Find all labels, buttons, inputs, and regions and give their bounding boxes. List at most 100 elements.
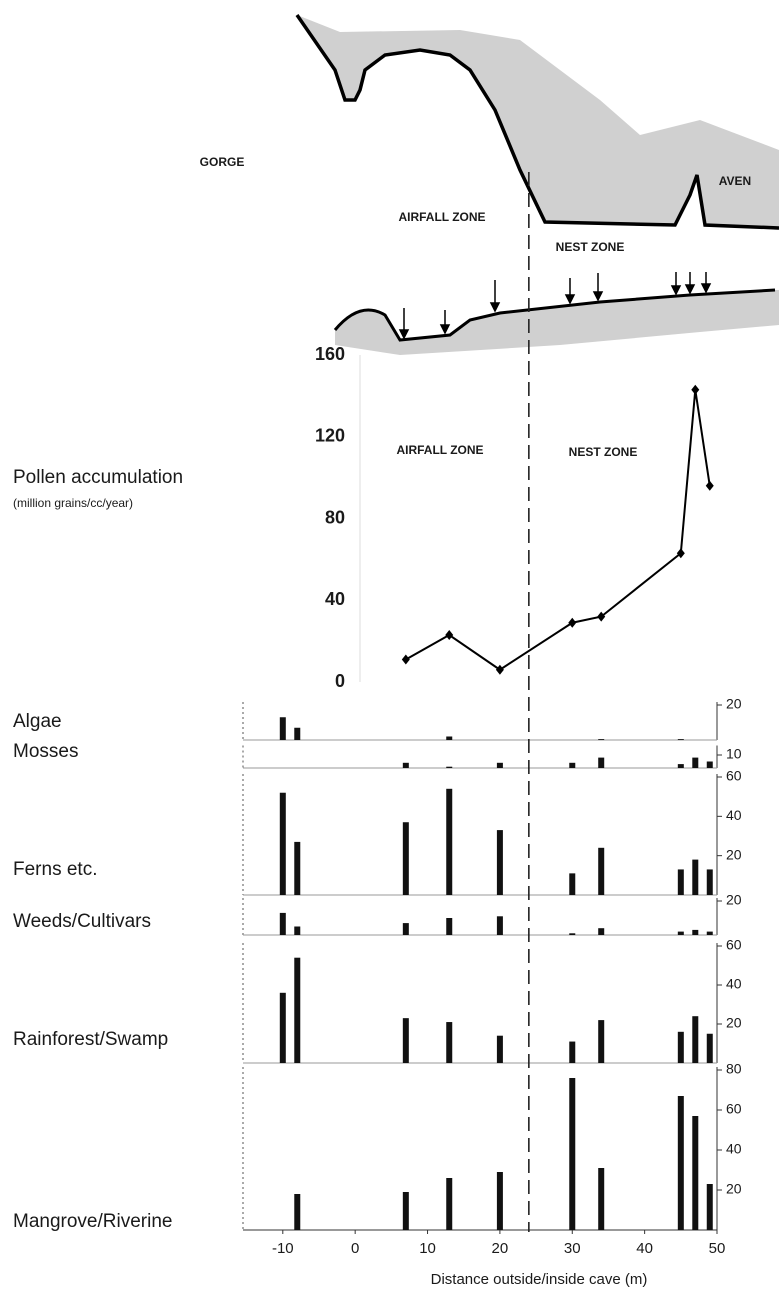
- x-tick-label: 50: [709, 1240, 726, 1257]
- bar: [678, 764, 684, 768]
- panel-label: Algae: [13, 711, 62, 732]
- bar: [497, 763, 503, 768]
- bar: [446, 1178, 452, 1230]
- bar: [678, 932, 684, 935]
- diagram-label: GORGE: [200, 155, 245, 169]
- bar: [678, 1096, 684, 1230]
- y-tick-label: 60: [726, 1101, 742, 1117]
- diagram-label: AVEN: [719, 174, 751, 188]
- x-tick-label: 20: [492, 1240, 509, 1257]
- bar: [403, 1018, 409, 1063]
- bar: [707, 762, 713, 769]
- bar: [446, 767, 452, 768]
- y-tick-label: 80: [726, 1061, 742, 1077]
- x-tick-label: 30: [564, 1240, 581, 1257]
- data-point: [706, 481, 714, 491]
- data-point: [402, 655, 410, 665]
- panel-label: Mosses: [13, 741, 78, 762]
- bar: [280, 913, 286, 935]
- bar: [598, 928, 604, 935]
- bar: [692, 860, 698, 895]
- bar: [497, 830, 503, 895]
- data-point: [445, 630, 453, 640]
- bar: [678, 739, 684, 740]
- bar: [446, 1022, 452, 1063]
- annotation: NEST ZONE: [569, 445, 638, 459]
- bar: [446, 918, 452, 935]
- bar: [598, 848, 604, 895]
- y-tick-label: 60: [726, 768, 742, 784]
- cave-floor: [335, 290, 779, 355]
- y-tick-label: 20: [726, 1181, 742, 1197]
- bar: [294, 728, 300, 740]
- bar: [692, 930, 698, 935]
- panel-label: Mangrove/Riverine: [13, 1211, 172, 1232]
- y-tick-label: 40: [325, 589, 345, 609]
- bar: [692, 1016, 698, 1063]
- y-tick-label: 20: [726, 892, 742, 908]
- bar: [707, 932, 713, 935]
- data-point: [568, 618, 576, 628]
- bar: [569, 1078, 575, 1230]
- y-tick-label: 60: [726, 937, 742, 953]
- bar: [294, 1194, 300, 1230]
- annotation: AIRFALL ZONE: [396, 443, 483, 457]
- y-tick-label: 40: [726, 976, 742, 992]
- bar: [569, 763, 575, 768]
- data-point: [496, 665, 504, 675]
- x-tick-label: 40: [636, 1240, 653, 1257]
- bar: [692, 758, 698, 768]
- x-tick-label: 0: [351, 1240, 359, 1257]
- x-tick-label: 10: [419, 1240, 436, 1257]
- bar: [497, 916, 503, 935]
- bar: [569, 1042, 575, 1063]
- bar: [598, 758, 604, 768]
- bar: [598, 1168, 604, 1230]
- bar: [403, 822, 409, 895]
- bar: [497, 1036, 503, 1063]
- diagram-label: NEST ZONE: [556, 240, 625, 254]
- bar: [678, 869, 684, 895]
- data-point: [691, 385, 699, 395]
- bar: [403, 923, 409, 935]
- bar: [294, 927, 300, 936]
- bar: [403, 1192, 409, 1230]
- bar: [707, 869, 713, 895]
- bar: [497, 1172, 503, 1230]
- bar: [678, 1032, 684, 1063]
- y-tick-label: 20: [726, 846, 742, 862]
- data-line: [406, 390, 710, 670]
- cave-diagram: GORGE AIRFALL ZONE NEST ZONE AVEN: [200, 15, 779, 355]
- bar: [280, 717, 286, 740]
- bar: [280, 793, 286, 895]
- chart-title: Pollen accumulation: [13, 467, 183, 488]
- bar: [707, 1184, 713, 1230]
- bar: [569, 933, 575, 935]
- y-tick-label: 20: [726, 696, 742, 712]
- y-tick-label: 120: [315, 426, 345, 446]
- y-tick-label: 160: [315, 344, 345, 364]
- y-tick-label: 40: [726, 807, 742, 823]
- y-tick-label: 10: [726, 746, 742, 762]
- bar: [707, 1034, 713, 1063]
- x-tick-label: -10: [272, 1240, 294, 1257]
- x-axis-label: Distance outside/inside cave (m): [431, 1271, 648, 1288]
- y-tick-label: 40: [726, 1141, 742, 1157]
- cave-roof: [297, 15, 779, 230]
- y-tick-label: 80: [325, 507, 345, 527]
- panel-label: Rainforest/Swamp: [13, 1029, 168, 1050]
- bar: [598, 739, 604, 740]
- y-tick-label: 20: [726, 1015, 742, 1031]
- bar: [403, 763, 409, 768]
- bar: [569, 873, 575, 895]
- bar: [294, 842, 300, 895]
- bar: [294, 958, 300, 1063]
- bar: [446, 789, 452, 895]
- diagram-label: AIRFALL ZONE: [398, 210, 485, 224]
- panel-label: Ferns etc.: [13, 859, 97, 880]
- chart-subtitle: (million grains/cc/year): [13, 496, 133, 510]
- bar: [446, 737, 452, 741]
- y-tick-label: 0: [335, 671, 345, 691]
- bar: [692, 1116, 698, 1230]
- panel-label: Weeds/Cultivars: [13, 911, 151, 932]
